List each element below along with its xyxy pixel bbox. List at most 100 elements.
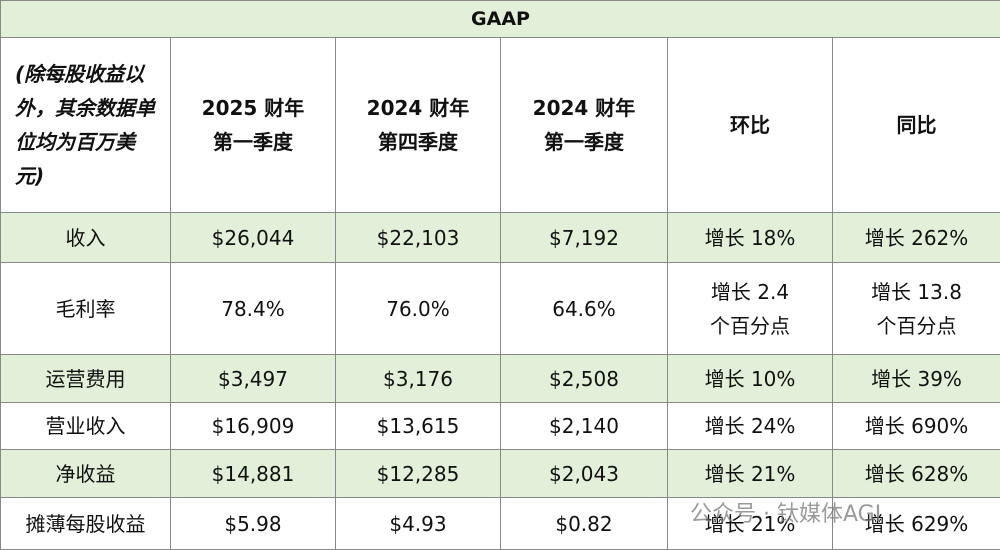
cell-line: (除每股收益以 — [15, 62, 145, 86]
row-label: 毛利率 — [0, 262, 171, 355]
row-label: 运营费用 — [0, 354, 171, 403]
cell-line: $2,140 — [549, 414, 619, 438]
cell-line: $13,615 — [376, 414, 460, 438]
cell-line: 增长 10% — [704, 366, 796, 391]
table-cell: 78.4% — [170, 262, 336, 355]
column-header: 环比 — [667, 37, 833, 213]
table-cell: $4.93 — [335, 497, 501, 550]
row-label: 净收益 — [0, 449, 171, 498]
table-cell: $12,285 — [335, 449, 501, 498]
watermark: 公众号 · 钛媒体AGI — [690, 502, 882, 527]
cell-line: $2,043 — [549, 461, 619, 486]
table-cell: 增长 39% — [831, 354, 1000, 403]
cell-line: $2,508 — [549, 366, 619, 391]
table-cell: $7,192 — [500, 212, 668, 263]
table-cell: $2,508 — [500, 354, 668, 403]
table-row: 运营费用 $3,497 $3,176 $2,508 增长 10% 增长 39% — [0, 354, 1000, 403]
cell-line: 净收益 — [55, 461, 116, 486]
table-cell: 增长 24% — [667, 402, 833, 450]
cell-line: 增长 2.4 — [710, 279, 790, 304]
table-cell: 增长 18% — [667, 212, 833, 263]
table-cell: $2,140 — [500, 402, 668, 450]
cell-line: 个百分点 — [876, 313, 957, 338]
cell-line: 运营费用 — [45, 366, 126, 391]
table-cell: $14,881 — [170, 449, 336, 498]
cell-line: 增长 21% — [704, 461, 796, 486]
table-cell: $5.98 — [170, 497, 336, 550]
cell-line: 第一季度 — [213, 130, 293, 154]
row-label: 摊薄每股收益 — [0, 497, 171, 550]
cell-line: 外，其余数据单 — [15, 96, 155, 120]
table-cell: $0.82 — [500, 497, 668, 550]
cell-line: 64.6% — [552, 296, 616, 321]
column-header: 2024 财年 第四季度 — [335, 37, 501, 213]
cell-line: 元) — [15, 164, 45, 188]
cell-line: 摊薄每股收益 — [25, 511, 146, 536]
table-cell: $3,497 — [170, 354, 336, 403]
cell-line: 同比 — [896, 113, 937, 137]
cell-line: 2025 财年 — [201, 96, 305, 120]
table-row: 营业收入 $16,909 $13,615 $2,140 增长 24% 增长 690% — [0, 402, 1000, 450]
cell-line: 增长 629% — [864, 511, 969, 536]
table-cell: 增长 21% — [667, 449, 833, 498]
cell-line: 增长 21% — [704, 511, 796, 536]
cell-line: $14,881 — [211, 461, 295, 486]
cell-line: 增长 18% — [704, 225, 796, 250]
table-cell: $13,615 — [335, 402, 501, 450]
cell-line: 增长 628% — [864, 461, 969, 486]
table-cell: 增长 262% — [831, 212, 1000, 263]
table-row: 毛利率 78.4% 76.0% 64.6% 增长 2.4 个百分点 增长 13.8 个百分点 — [0, 262, 1000, 355]
cell-line: 环比 — [730, 113, 770, 137]
cell-line: 增长 13.8 — [871, 279, 962, 304]
row-label: 收入 — [0, 212, 171, 263]
table-row: 净收益 $14,881 $12,285 $2,043 增长 21% 增长 628% — [0, 449, 1000, 498]
cell-line: $5.98 — [224, 511, 282, 536]
table-cell: 增长 21% — [667, 497, 833, 550]
table-cell: 64.6% — [500, 262, 668, 355]
table-title: GAAP — [0, 0, 1000, 38]
table-cell: $16,909 — [170, 402, 336, 450]
cell-line: $3,176 — [383, 366, 453, 391]
cell-line: 增长 690% — [864, 414, 969, 438]
table-cell: 增长 628% — [831, 449, 1000, 498]
table-cell: 增长 13.8 个百分点 — [831, 262, 1000, 355]
cell-line: 营业收入 — [45, 414, 126, 438]
cell-line: $0.82 — [555, 511, 613, 536]
cell-line: 2024 财年 — [532, 96, 636, 120]
cell-line: 增长 262% — [864, 225, 969, 250]
column-header: 2024 财年 第一季度 — [500, 37, 668, 213]
cell-line: $26,044 — [211, 225, 295, 250]
cell-line: 78.4% — [221, 296, 285, 321]
cell-line: 位均为百万美 — [15, 130, 135, 154]
cell-line: $7,192 — [549, 225, 619, 250]
table-row: 摊薄每股收益 $5.98 $4.93 $0.82 增长 21% 增长 629% — [0, 497, 1000, 550]
table-cell: $26,044 — [170, 212, 336, 263]
table-row: 收入 $26,044 $22,103 $7,192 增长 18% 增长 262% — [0, 212, 1000, 263]
column-header: 2025 财年 第一季度 — [170, 37, 336, 213]
cell-line: $22,103 — [376, 225, 460, 250]
table-cell: 增长 10% — [667, 354, 833, 403]
cell-line: 2024 财年 — [366, 96, 470, 120]
cell-line: 增长 24% — [704, 414, 796, 438]
cell-line: 增长 39% — [871, 366, 962, 391]
cell-line: 个百分点 — [710, 313, 790, 338]
table-cell: 增长 2.4 个百分点 — [667, 262, 833, 355]
cell-line: 毛利率 — [55, 296, 116, 321]
column-header: (除每股收益以 外，其余数据单 位均为百万美 元) — [0, 37, 171, 213]
table-cell: $3,176 — [335, 354, 501, 403]
cell-line: 第一季度 — [544, 130, 624, 154]
header-row: (除每股收益以 外，其余数据单 位均为百万美 元) 2025 财年 第一季度 2024 财年… — [0, 37, 1000, 213]
table-cell: 增长 629% — [831, 497, 1000, 550]
cell-line: 收入 — [65, 225, 106, 250]
cell-line: 第四季度 — [378, 130, 458, 154]
cell-line: $4.93 — [389, 511, 447, 536]
table-cell: $22,103 — [335, 212, 501, 263]
table-cell: $2,043 — [500, 449, 668, 498]
row-label: 营业收入 — [0, 402, 171, 450]
column-header: 同比 — [831, 37, 1000, 213]
cell-line: $12,285 — [376, 461, 460, 486]
cell-line: $3,497 — [218, 366, 288, 391]
cell-line: 76.0% — [386, 296, 450, 321]
